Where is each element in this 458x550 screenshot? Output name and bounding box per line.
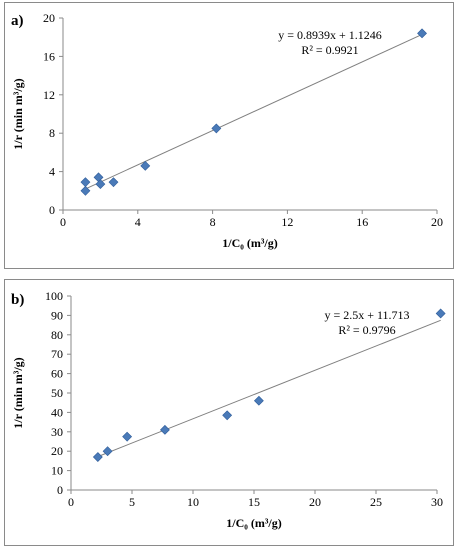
chart-b-panel-label: b) [11,292,24,308]
chart-a-x-axis-label: 1/C₀ (m³/g) [222,236,278,250]
chart-b-point-6 [435,308,446,319]
chart-a-point-7 [417,28,427,39]
chart-b-x-tick-label: 20 [309,495,321,509]
chart-b-y-tick-label: 60 [51,367,63,381]
chart-a-fit-equation: y = 0.8939x + 1.1246 [278,28,382,42]
chart-b-svg: b) 0 5 10 15 20 25 30 0 10 20 30 40 50 60 70 80 90 100 1/C₀… [11,289,446,530]
chart-a-point-3 [95,179,106,190]
chart-a-x-tick-label: 0 [60,215,66,229]
chart-b-x-axis-label: 1/C₀ (m³/g) [226,516,282,530]
chart-b-y-tick-label: 100 [45,289,63,303]
chart-b-trendline [97,319,441,458]
chart-a-point-6 [211,123,222,134]
chart-b-fit-equation: y = 2.5x + 11.713 [324,308,409,322]
chart-a-y-tick-label: 20 [43,11,55,25]
chart-a-y-axis-label: 1/r (min m³/g) [11,78,25,149]
chart-a-panel-label: a) [11,13,24,29]
chart-panel-a: a) 0 4 8 12 16 20 0 4 8 12 16 20 1/C₀ (m³/g) 1/r (min … [4,2,454,269]
chart-b-y-tick-label: 0 [57,483,63,497]
chart-a-y-tick-label: 16 [43,49,55,63]
chart-a-x-tick-label: 12 [281,215,293,229]
chart-a-y-tick-label: 12 [43,88,55,102]
chart-b-point-0 [92,452,103,462]
chart-b-point-3 [160,424,170,435]
chart-a-x-tick-label: 20 [431,215,443,229]
chart-a-x-tick-label: 4 [135,215,141,229]
chart-b-point-1 [102,446,113,457]
chart-b-y-tick-label: 20 [51,444,63,458]
chart-b-y-tick-label: 70 [51,347,63,361]
chart-b-r-squared: R² = 0.9796 [338,323,395,337]
chart-a-point-5 [140,160,151,171]
chart-b-y-tick-label: 40 [51,405,63,419]
chart-a-x-tick-label: 16 [356,215,368,229]
chart-b-point-2 [122,431,133,442]
chart-b-point-4 [222,410,233,421]
chart-a-r-squared: R² = 0.9921 [301,43,358,57]
chart-b-y-tick-label: 10 [51,464,63,478]
chart-a-trendline [85,33,423,190]
chart-b-y-tick-label: 50 [51,386,63,400]
chart-b-point-5 [253,395,264,406]
chart-a-y-tick-label: 0 [49,203,55,217]
chart-a-point-4 [108,177,119,188]
chart-a-x-tick-label: 8 [210,215,216,229]
chart-a-y-tick-label: 8 [49,126,55,140]
chart-b-x-tick-label: 25 [370,495,382,509]
chart-panel-b: b) 0 5 10 15 20 25 30 0 10 20 30 40 50 60 70 80 90 100 1/C₀… [4,279,454,546]
chart-b-x-tick-label: 15 [248,495,260,509]
chart-b-y-tick-label: 30 [51,425,63,439]
chart-b-x-tick-label: 5 [129,495,135,509]
chart-b-x-tick-label: 0 [68,495,74,509]
chart-b-y-axis-label: 1/r (min m³/g) [11,357,25,428]
chart-b-y-tick-label: 80 [51,328,63,342]
chart-a-y-tick-label: 4 [49,165,55,179]
chart-b-x-tick-label: 10 [187,495,199,509]
chart-a-svg: a) 0 4 8 12 16 20 0 4 8 12 16 20 1/C₀ (m³/g) 1/r (min … [11,11,443,250]
chart-a-point-1 [80,177,91,188]
chart-a-point-0 [80,185,91,196]
chart-b-x-tick-label: 30 [431,495,443,509]
chart-b-y-tick-label: 90 [51,308,63,322]
